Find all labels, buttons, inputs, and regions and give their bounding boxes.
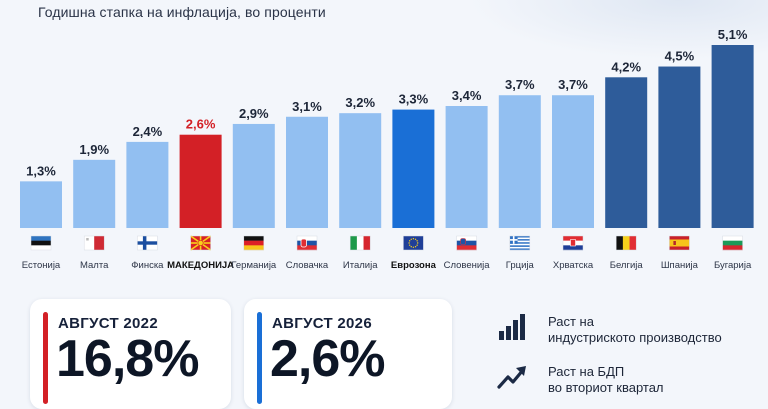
category-label-1: Естонија [22,260,61,271]
bar-8 [392,109,435,228]
category-label-6: Словачка [286,260,329,271]
side-item-line2: индустриското производство [548,330,722,345]
category-label-9: Словенија [444,260,491,271]
side-item-line1: Раст на БДП [548,364,625,379]
side-item-gdp-growth: Раст на БДП во вториот квартал [497,364,664,396]
data-label-4: 2,6% [186,117,216,132]
estonia-flag-icon [30,235,52,251]
category-label-5: Германија [231,260,277,271]
bar-9 [445,106,488,228]
data-label-8: 3,3% [399,92,429,107]
data-label-5: 2,9% [239,106,269,121]
category-label-8: Еврозона [391,260,437,271]
card-period: АВГУСТ 2026 [272,315,372,332]
data-label-3: 2,4% [133,124,163,139]
bar-14 [711,45,754,228]
category-label-11: Хрватска [553,260,594,271]
bar-10 [498,95,541,228]
side-item-industrial-growth: Раст на индустриското производство [497,314,722,346]
data-label-2: 1,9% [79,142,109,157]
side-item-line1: Раст на [548,314,594,329]
bar-chart-icon [499,314,525,340]
data-label-12: 4,2% [611,59,641,74]
croatia-flag-icon [562,235,584,251]
north-macedonia-flag-icon [190,235,212,251]
belgium-flag-icon [615,235,637,251]
category-label-2: Малта [80,260,109,271]
data-label-14: 5,1% [718,27,748,42]
card-value: 16,8% [56,330,199,388]
bulgaria-flag-icon [722,235,743,251]
chart-subtitle: Годишна стапка на инфлација, во проценти [38,4,326,20]
stat-card-august-2022: АВГУСТ 2022 16,8% [30,299,231,409]
bar-13 [658,66,701,228]
slovakia-flag-icon [296,235,318,251]
data-label-7: 3,2% [345,95,375,110]
spain-flag-icon [669,235,690,251]
category-label-13: Шпанија [661,260,699,271]
bar-7 [339,113,382,228]
category-label-12: Белгија [610,260,644,271]
card-period: АВГУСТ 2022 [58,315,158,332]
germany-flag-icon [243,235,265,251]
data-label-6: 3,1% [292,99,322,114]
data-label-1: 1,3% [26,163,56,178]
data-label-10: 3,7% [505,77,535,92]
category-label-14: Бугарија [714,260,752,271]
data-label-13: 4,5% [665,49,695,64]
greece-flag-icon [509,235,531,251]
category-label-3: Финска [131,260,164,271]
category-label-4: МАКЕДОНИЈА [167,260,234,271]
card-accent-bar [43,312,48,404]
bar-12 [605,77,648,228]
category-label-7: Италија [343,260,378,271]
malta-flag-icon [83,235,105,251]
card-accent-bar [257,312,262,404]
italy-flag-icon [349,235,371,251]
card-value: 2,6% [270,330,386,388]
side-item-line2: во вториот квартал [548,380,664,395]
slovenia-flag-icon [456,235,477,251]
bar-11 [552,95,594,228]
bar-3 [126,141,169,228]
stat-card-august-2026: АВГУСТ 2026 2,6% [244,299,452,409]
trend-up-icon [497,366,526,389]
bar-2 [73,159,116,228]
category-label-10: Грција [506,260,535,271]
data-label-11: 3,7% [558,77,588,92]
bar-1 [20,181,62,228]
eu-flag-icon [403,235,424,251]
bar-4 [179,134,222,228]
data-label-9: 3,4% [452,88,482,103]
bar-6 [286,116,328,228]
finland-flag-icon [137,235,158,251]
bar-5 [232,123,275,228]
bar-chart: 1,3% Естонија 1,9% Малта 2,4% Финска 2,6% МАКЕД… [20,27,754,271]
